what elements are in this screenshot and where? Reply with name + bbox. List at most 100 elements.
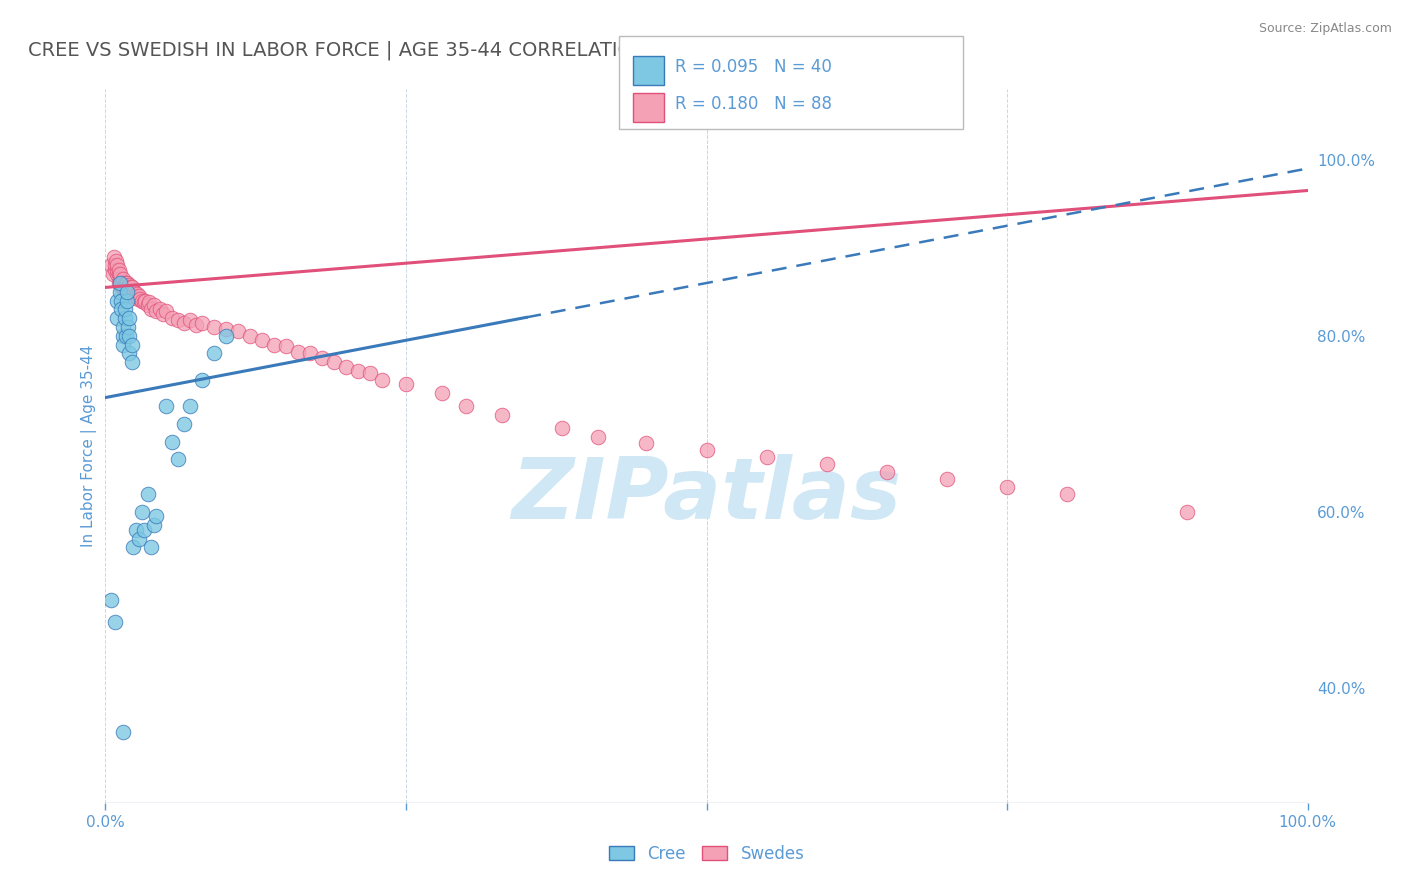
Point bbox=[108, 276, 131, 290]
Point bbox=[179, 313, 201, 327]
Point bbox=[148, 302, 170, 317]
Point bbox=[104, 259, 127, 273]
Point bbox=[111, 280, 134, 294]
Point bbox=[454, 400, 477, 414]
Point bbox=[115, 276, 138, 290]
Point bbox=[115, 285, 138, 299]
Point bbox=[876, 466, 898, 480]
Text: R = 0.180   N = 88: R = 0.180 N = 88 bbox=[675, 95, 832, 113]
Point bbox=[173, 316, 195, 330]
Point bbox=[101, 267, 124, 281]
Point bbox=[263, 337, 285, 351]
Point bbox=[551, 421, 574, 435]
Point bbox=[122, 541, 145, 555]
Point bbox=[202, 320, 225, 334]
Point bbox=[114, 302, 136, 317]
Point bbox=[110, 302, 132, 317]
Point bbox=[588, 430, 610, 444]
Point bbox=[121, 285, 143, 299]
Point bbox=[108, 267, 131, 281]
Text: CREE VS SWEDISH IN LABOR FORCE | AGE 35-44 CORRELATION CHART: CREE VS SWEDISH IN LABOR FORCE | AGE 35-… bbox=[28, 40, 720, 60]
Point bbox=[110, 293, 132, 308]
Point bbox=[107, 293, 129, 308]
Point bbox=[155, 400, 177, 414]
Point bbox=[636, 436, 658, 450]
Point bbox=[250, 333, 273, 347]
Point bbox=[371, 373, 394, 387]
Point bbox=[145, 304, 167, 318]
Text: R = 0.095   N = 40: R = 0.095 N = 40 bbox=[675, 58, 832, 76]
Point bbox=[124, 523, 146, 537]
Point bbox=[112, 329, 135, 343]
Point bbox=[107, 311, 129, 326]
Point bbox=[127, 292, 149, 306]
Point bbox=[491, 408, 513, 422]
Y-axis label: In Labor Force | Age 35-44: In Labor Force | Age 35-44 bbox=[82, 345, 97, 547]
Point bbox=[107, 267, 129, 281]
Point bbox=[115, 280, 138, 294]
Point bbox=[115, 280, 138, 294]
Point bbox=[155, 304, 177, 318]
Point bbox=[166, 452, 188, 467]
Point bbox=[190, 373, 212, 387]
Legend: Cree, Swedes: Cree, Swedes bbox=[602, 838, 811, 870]
Point bbox=[160, 311, 183, 326]
Point bbox=[115, 329, 138, 343]
Text: Source: ZipAtlas.com: Source: ZipAtlas.com bbox=[1258, 22, 1392, 36]
Point bbox=[115, 293, 138, 308]
Point bbox=[117, 278, 139, 293]
Point bbox=[114, 311, 136, 326]
Point bbox=[100, 259, 122, 273]
Point bbox=[112, 280, 135, 294]
Point bbox=[136, 487, 159, 501]
Text: ZIPatlas: ZIPatlas bbox=[512, 454, 901, 538]
Point bbox=[103, 250, 125, 264]
Point bbox=[160, 434, 183, 449]
Point bbox=[696, 443, 718, 458]
Point bbox=[131, 505, 153, 519]
Point bbox=[142, 298, 165, 312]
Point bbox=[430, 386, 453, 401]
Point bbox=[359, 366, 381, 380]
Point bbox=[274, 339, 297, 353]
Point bbox=[124, 285, 146, 299]
Point bbox=[322, 355, 344, 369]
Point bbox=[139, 302, 162, 317]
Point bbox=[107, 267, 129, 281]
Point bbox=[118, 346, 141, 360]
Point bbox=[110, 276, 132, 290]
Point bbox=[132, 295, 155, 310]
Point bbox=[112, 276, 135, 290]
Point bbox=[131, 293, 153, 308]
Point bbox=[112, 320, 135, 334]
Point bbox=[298, 346, 321, 360]
Point bbox=[190, 316, 212, 330]
Point bbox=[118, 280, 141, 294]
Point bbox=[111, 276, 134, 290]
Point bbox=[120, 280, 142, 294]
Point bbox=[226, 325, 249, 339]
Point bbox=[114, 276, 136, 290]
Point bbox=[112, 271, 135, 285]
Point bbox=[139, 541, 162, 555]
Point bbox=[995, 480, 1018, 494]
Point bbox=[145, 509, 167, 524]
Point bbox=[107, 262, 129, 277]
Point bbox=[118, 311, 141, 326]
Point bbox=[118, 277, 141, 292]
Point bbox=[112, 725, 135, 739]
Point bbox=[335, 359, 357, 374]
Point bbox=[124, 289, 146, 303]
Point bbox=[108, 285, 131, 299]
Point bbox=[184, 318, 207, 333]
Point bbox=[214, 322, 236, 336]
Point bbox=[936, 472, 959, 486]
Point bbox=[121, 280, 143, 294]
Point bbox=[108, 276, 131, 290]
Point bbox=[142, 518, 165, 533]
Point bbox=[311, 351, 333, 365]
Point bbox=[132, 523, 155, 537]
Point bbox=[125, 286, 148, 301]
Point bbox=[128, 289, 150, 303]
Point bbox=[1056, 487, 1078, 501]
